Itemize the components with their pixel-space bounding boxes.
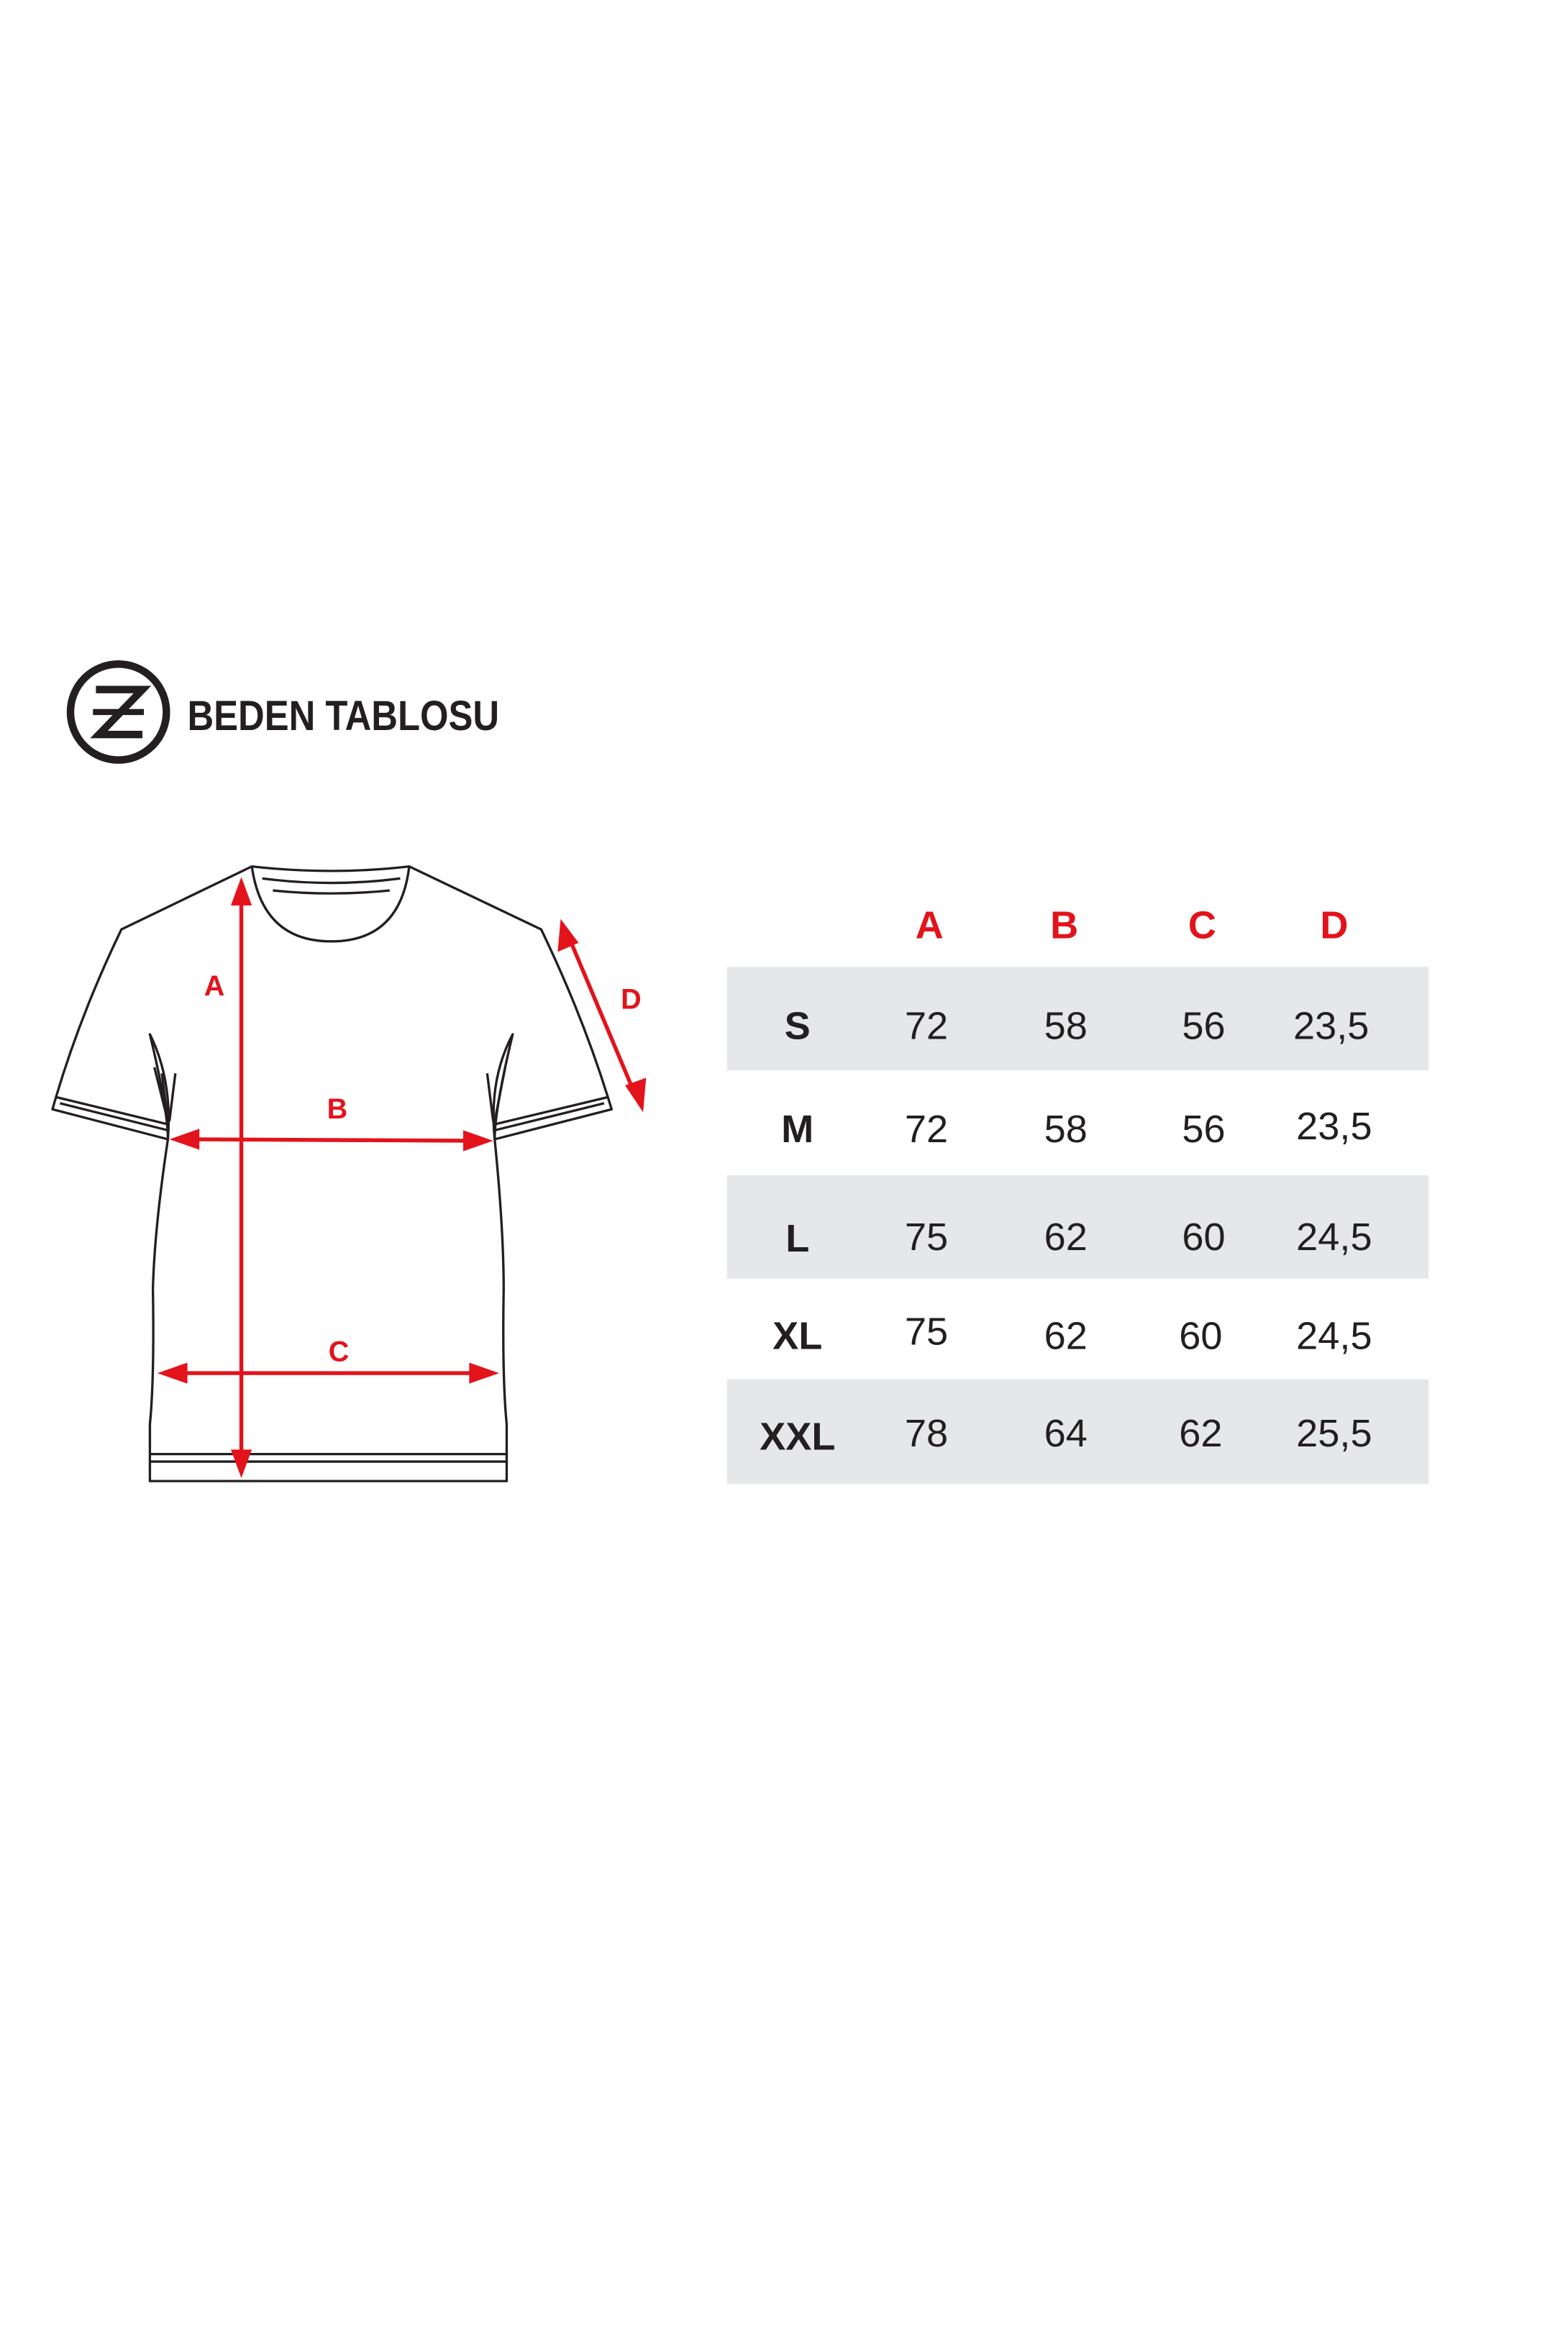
cell: 62 xyxy=(1179,1412,1222,1455)
row-stripe xyxy=(726,1175,1429,1279)
column-header-c: C xyxy=(1188,904,1216,947)
label-a: A xyxy=(204,970,225,1002)
size-label: L xyxy=(785,1217,809,1260)
brand-logo xyxy=(66,660,170,764)
column-header-d: D xyxy=(1320,904,1348,947)
cell: 78 xyxy=(905,1412,948,1455)
measure-b-arrow xyxy=(169,1129,493,1152)
page-title: BEDEN TABLOSU xyxy=(188,693,499,739)
cell: 56 xyxy=(1182,1108,1225,1151)
cell: 24,5 xyxy=(1296,1315,1372,1358)
tshirt-diagram xyxy=(51,865,613,1482)
row-stripe xyxy=(726,967,1429,1071)
column-header-a: A xyxy=(916,904,944,947)
table-row: XXL 78 64 62 25,5 xyxy=(760,1412,1372,1458)
cell: 23,5 xyxy=(1293,1004,1369,1047)
cell: 60 xyxy=(1182,1216,1225,1259)
measure-d-arrow xyxy=(557,919,647,1113)
label-d: D xyxy=(621,984,642,1016)
measure-a-arrow xyxy=(230,877,252,1478)
table-row: XL 75 62 60 24,5 xyxy=(772,1310,1372,1357)
table-row: L 75 62 60 24,5 xyxy=(785,1216,1372,1260)
cell: 75 xyxy=(905,1310,948,1353)
cell: 60 xyxy=(1179,1315,1222,1358)
size-table: A B C D S 72 58 56 23,5 M 72 58 56 23,5 … xyxy=(726,904,1429,1485)
cell: 64 xyxy=(1044,1412,1088,1455)
table-row: M 72 58 56 23,5 xyxy=(781,1105,1372,1151)
size-label: XL xyxy=(772,1315,822,1358)
cell: 58 xyxy=(1044,1108,1088,1151)
cell: 23,5 xyxy=(1296,1105,1372,1148)
label-b: B xyxy=(327,1093,348,1125)
cell: 72 xyxy=(905,1004,948,1047)
cell: 62 xyxy=(1044,1216,1088,1259)
cell: 62 xyxy=(1044,1315,1088,1358)
measure-c-arrow xyxy=(157,1362,500,1384)
cell: 72 xyxy=(905,1108,948,1151)
label-c: C xyxy=(329,1336,350,1367)
size-label: S xyxy=(785,1004,811,1047)
column-header-b: B xyxy=(1050,904,1078,947)
cell: 25,5 xyxy=(1296,1412,1372,1455)
size-label: M xyxy=(781,1108,813,1151)
cell: 24,5 xyxy=(1296,1216,1372,1259)
size-label: XXL xyxy=(760,1415,835,1458)
row-stripe xyxy=(726,1379,1429,1485)
table-row: S 72 58 56 23,5 xyxy=(785,1004,1369,1047)
cell: 56 xyxy=(1182,1004,1225,1047)
cell: 75 xyxy=(905,1216,948,1259)
cell: 58 xyxy=(1044,1004,1088,1047)
